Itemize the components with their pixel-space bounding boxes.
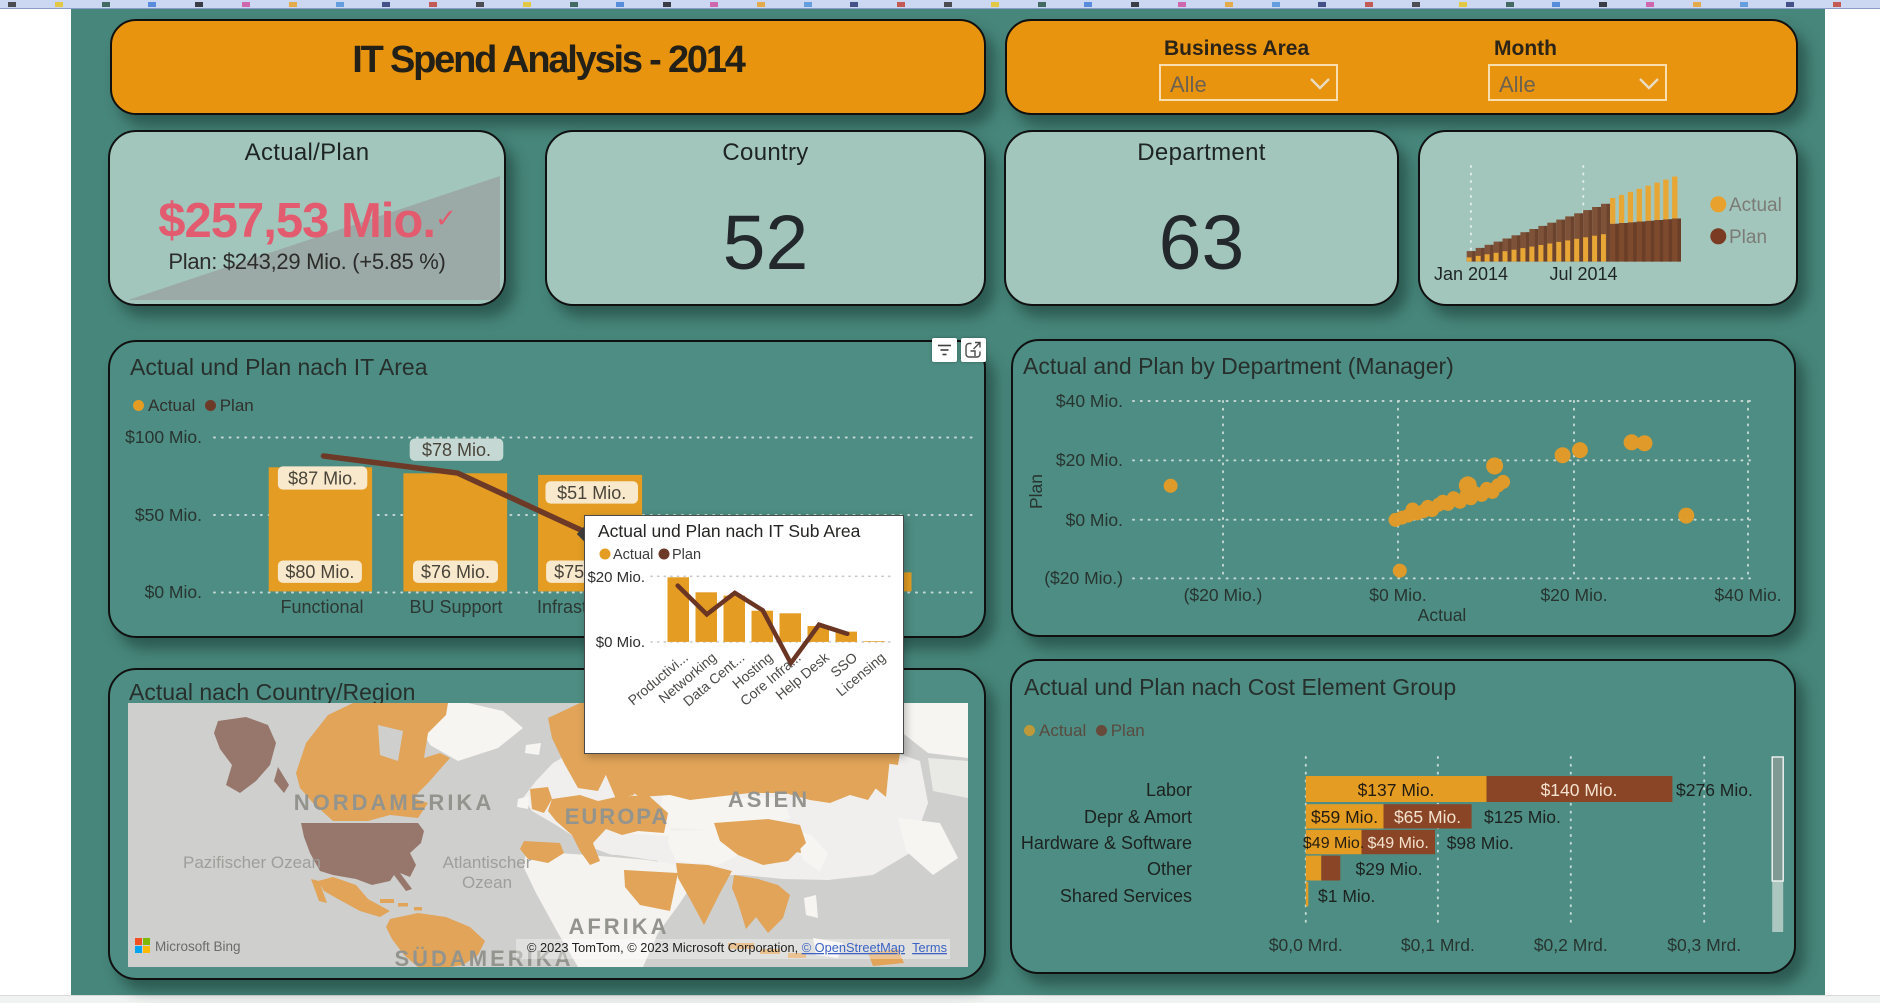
svg-text:AFRIKA: AFRIKA bbox=[568, 914, 669, 939]
svg-text:Shared Services: Shared Services bbox=[1060, 886, 1192, 906]
svg-text:$125 Mio.: $125 Mio. bbox=[1484, 807, 1561, 827]
svg-text:$80 Mio.: $80 Mio. bbox=[285, 562, 354, 582]
svg-text:Microsoft Bing: Microsoft Bing bbox=[155, 939, 241, 954]
svg-text:$29 Mio.: $29 Mio. bbox=[1356, 859, 1423, 879]
svg-text:Jan 2014: Jan 2014 bbox=[1434, 264, 1508, 284]
svg-text:$0,1 Mrd.: $0,1 Mrd. bbox=[1401, 935, 1475, 955]
svg-text:Plan: Plan bbox=[672, 547, 701, 563]
svg-text:$276 Mio.: $276 Mio. bbox=[1676, 780, 1753, 800]
svg-text:Plan: Plan bbox=[1729, 227, 1767, 248]
svg-text:Depr & Amort: Depr & Amort bbox=[1084, 807, 1192, 827]
svg-text:$98 Mio.: $98 Mio. bbox=[1447, 833, 1514, 853]
svg-text:$0 Mio.: $0 Mio. bbox=[596, 634, 645, 651]
svg-text:Hardware & Software: Hardware & Software bbox=[1021, 833, 1192, 853]
svg-text:Functional: Functional bbox=[280, 597, 363, 617]
svg-text:$137 Mio.: $137 Mio. bbox=[1358, 780, 1435, 800]
svg-text:Labor: Labor bbox=[1146, 780, 1192, 800]
svg-text:NORDAMERIKA: NORDAMERIKA bbox=[294, 790, 494, 815]
svg-text:$51 Mio.: $51 Mio. bbox=[557, 483, 626, 503]
svg-text:Pazifischer Ozean: Pazifischer Ozean bbox=[183, 853, 321, 872]
svg-text:SÜDAMERIKA: SÜDAMERIKA bbox=[394, 946, 573, 967]
svg-text:Ozean: Ozean bbox=[462, 873, 512, 892]
svg-text:Actual: Actual bbox=[1729, 195, 1782, 216]
svg-text:$0,0 Mrd.: $0,0 Mrd. bbox=[1269, 935, 1343, 955]
svg-text:$1 Mio.: $1 Mio. bbox=[1318, 886, 1375, 906]
svg-text:$140 Mio.: $140 Mio. bbox=[1541, 780, 1618, 800]
svg-text:Jul 2014: Jul 2014 bbox=[1549, 264, 1617, 284]
svg-text:Actual: Actual bbox=[613, 547, 653, 563]
svg-text:$0,3 Mrd.: $0,3 Mrd. bbox=[1667, 935, 1741, 955]
svg-text:$59 Mio.: $59 Mio. bbox=[1311, 807, 1378, 827]
svg-text:$0,2 Mrd.: $0,2 Mrd. bbox=[1534, 935, 1608, 955]
svg-text:Atlantischer: Atlantischer bbox=[443, 853, 532, 872]
svg-text:$65 Mio.: $65 Mio. bbox=[1394, 807, 1461, 827]
svg-text:BU Support: BU Support bbox=[409, 597, 502, 617]
svg-text:$76 Mio.: $76 Mio. bbox=[421, 562, 490, 582]
svg-text:$49 Mio.: $49 Mio. bbox=[1303, 835, 1364, 852]
svg-text:$20 Mio.: $20 Mio. bbox=[587, 569, 645, 586]
svg-text:Other: Other bbox=[1147, 859, 1192, 879]
svg-text:$87 Mio.: $87 Mio. bbox=[288, 468, 357, 488]
svg-text:$49 Mio.: $49 Mio. bbox=[1368, 835, 1429, 852]
svg-text:EUROPA: EUROPA bbox=[565, 804, 670, 829]
svg-text:ASIEN: ASIEN bbox=[728, 787, 810, 812]
svg-text:© 2023 TomTom, © 2023 Microsof: © 2023 TomTom, © 2023 Microsoft Corporat… bbox=[527, 940, 947, 955]
svg-text:$78 Mio.: $78 Mio. bbox=[422, 440, 491, 460]
